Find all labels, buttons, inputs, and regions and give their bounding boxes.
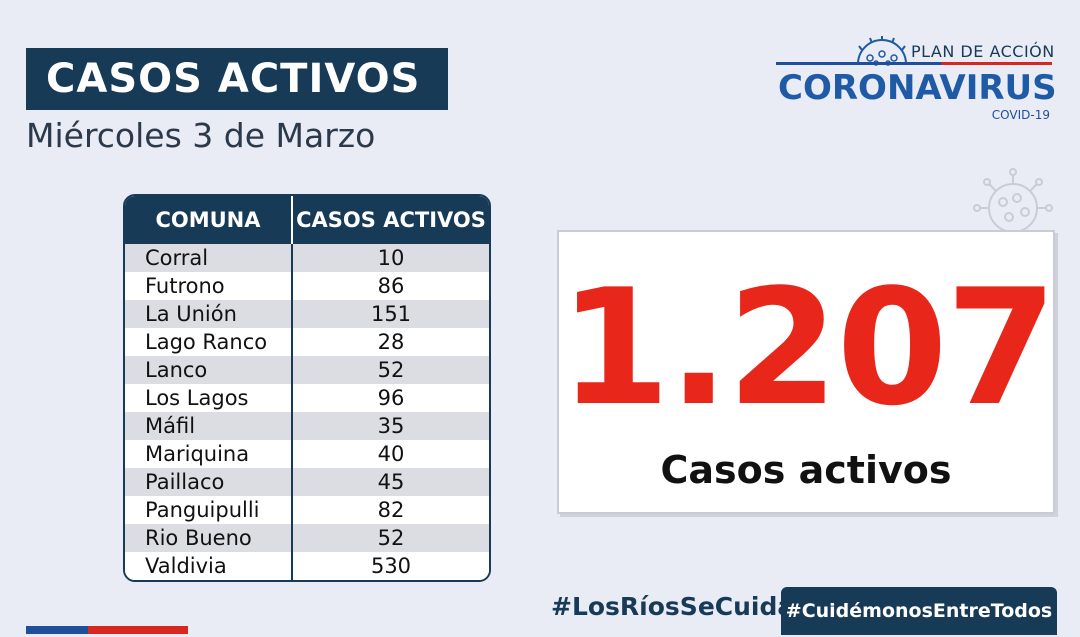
hashtag-cuidemonos-banner: #CuidémonosEntreTodos bbox=[781, 587, 1057, 635]
logo-covid-text: COVID-19 bbox=[991, 108, 1050, 122]
table-row: Mariquina 40 bbox=[125, 440, 489, 468]
table-row: Rio Bueno 52 bbox=[125, 524, 489, 552]
column-header-casos: CASOS ACTIVOS bbox=[293, 196, 489, 244]
casos-cell: 28 bbox=[293, 328, 489, 356]
table-row: La Unión 151 bbox=[125, 300, 489, 328]
comuna-cell: Lanco bbox=[125, 356, 293, 384]
casos-cell: 40 bbox=[293, 440, 489, 468]
column-header-comuna: COMUNA bbox=[125, 196, 293, 244]
comuna-cell: Panguipulli bbox=[125, 496, 293, 524]
casos-cell: 151 bbox=[293, 300, 489, 328]
cases-table: COMUNA CASOS ACTIVOS Corral 10 Futrono 86 … bbox=[123, 194, 491, 582]
table-row: Lago Ranco 28 bbox=[125, 328, 489, 356]
coronavirus-logo: PLAN DE ACCIÓN CORONAVIRUS COVID-19 bbox=[776, 34, 1057, 124]
comuna-cell: Valdivia bbox=[125, 552, 293, 580]
casos-cell: 530 bbox=[293, 552, 489, 580]
date-subtitle: Miércoles 3 de Marzo bbox=[26, 116, 376, 155]
comuna-cell: La Unión bbox=[125, 300, 293, 328]
casos-cell: 45 bbox=[293, 468, 489, 496]
total-value: 1.207 bbox=[559, 254, 1057, 441]
table-row: Los Lagos 96 bbox=[125, 384, 489, 412]
table-row: Lanco 52 bbox=[125, 356, 489, 384]
table-row: Máfil 35 bbox=[125, 412, 489, 440]
table-row: Futrono 86 bbox=[125, 272, 489, 300]
casos-cell: 52 bbox=[293, 524, 489, 552]
logo-divider bbox=[776, 62, 1052, 65]
title-banner: CASOS ACTIVOS bbox=[26, 48, 448, 110]
hashtag-los-rios: #LosRíosSeCuida bbox=[551, 592, 795, 621]
total-label: Casos activos bbox=[660, 448, 952, 492]
comuna-cell: Mariquina bbox=[125, 440, 293, 468]
casos-cell: 10 bbox=[293, 244, 489, 272]
casos-cell: 86 bbox=[293, 272, 489, 300]
comuna-cell: Rio Bueno bbox=[125, 524, 293, 552]
casos-cell: 35 bbox=[293, 412, 489, 440]
table-row: Corral 10 bbox=[125, 244, 489, 272]
table-row: Panguipulli 82 bbox=[125, 496, 489, 524]
logo-main-text: CORONAVIRUS bbox=[778, 68, 1057, 108]
total-card: 1.207 Casos activos bbox=[557, 230, 1057, 514]
table-row: Valdivia 530 bbox=[125, 552, 489, 580]
table-row: Paillaco 45 bbox=[125, 468, 489, 496]
casos-cell: 96 bbox=[293, 384, 489, 412]
casos-cell: 52 bbox=[293, 356, 489, 384]
comuna-cell: Paillaco bbox=[125, 468, 293, 496]
comuna-cell: Lago Ranco bbox=[125, 328, 293, 356]
table-header-row: COMUNA CASOS ACTIVOS bbox=[125, 196, 489, 244]
logo-plan-text: PLAN DE ACCIÓN bbox=[911, 42, 1055, 61]
comuna-cell: Los Lagos bbox=[125, 384, 293, 412]
comuna-cell: Máfil bbox=[125, 412, 293, 440]
hashtag-cuidemonos: #CuidémonosEntreTodos bbox=[785, 600, 1053, 622]
comuna-cell: Futrono bbox=[125, 272, 293, 300]
flag-stripe bbox=[26, 626, 188, 634]
comuna-cell: Corral bbox=[125, 244, 293, 272]
virus-decoration-icon bbox=[973, 168, 1053, 232]
casos-cell: 82 bbox=[293, 496, 489, 524]
page-title: CASOS ACTIVOS bbox=[46, 56, 421, 102]
